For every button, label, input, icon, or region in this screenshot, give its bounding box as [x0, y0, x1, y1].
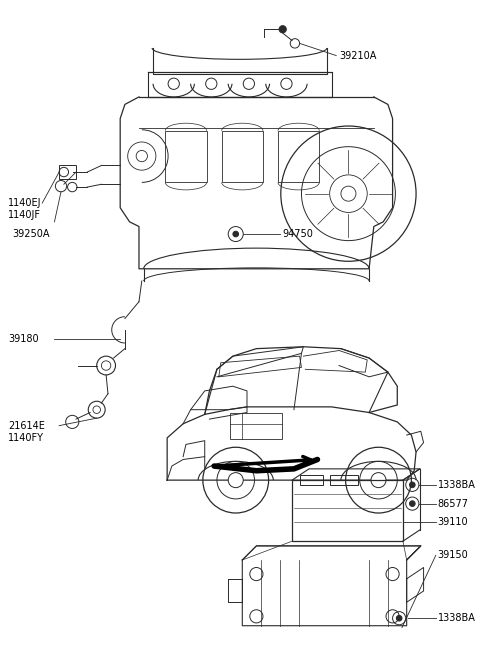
Text: 94750: 94750 [283, 229, 313, 239]
Text: 1140JF: 1140JF [9, 210, 41, 220]
Text: 39250A: 39250A [12, 229, 49, 239]
Circle shape [371, 473, 386, 488]
Circle shape [341, 186, 356, 201]
Text: 39180: 39180 [9, 334, 39, 345]
Circle shape [243, 78, 254, 89]
Text: 86577: 86577 [438, 498, 468, 509]
Bar [278, 131, 319, 182]
Circle shape [409, 482, 415, 488]
Circle shape [205, 78, 217, 89]
Bar [330, 476, 358, 485]
Text: 39210A: 39210A [339, 50, 376, 60]
Text: 39150: 39150 [438, 550, 468, 560]
Bar [230, 413, 282, 439]
Circle shape [409, 501, 415, 506]
Circle shape [228, 473, 243, 488]
Circle shape [168, 78, 180, 89]
Bar [59, 166, 76, 179]
Bar [165, 131, 206, 182]
Text: 39110: 39110 [438, 517, 468, 527]
Text: 1140FY: 1140FY [9, 433, 45, 443]
Circle shape [136, 151, 147, 162]
Circle shape [279, 26, 287, 33]
Circle shape [233, 231, 239, 237]
Circle shape [281, 78, 292, 89]
Text: 1140EJ: 1140EJ [9, 198, 42, 208]
Bar [300, 476, 323, 485]
Text: 21614E: 21614E [9, 421, 45, 430]
Circle shape [396, 616, 402, 621]
Bar [222, 131, 263, 182]
Text: 1338BA: 1338BA [438, 480, 476, 490]
Bar [292, 480, 403, 541]
Text: 1338BA: 1338BA [438, 613, 476, 623]
